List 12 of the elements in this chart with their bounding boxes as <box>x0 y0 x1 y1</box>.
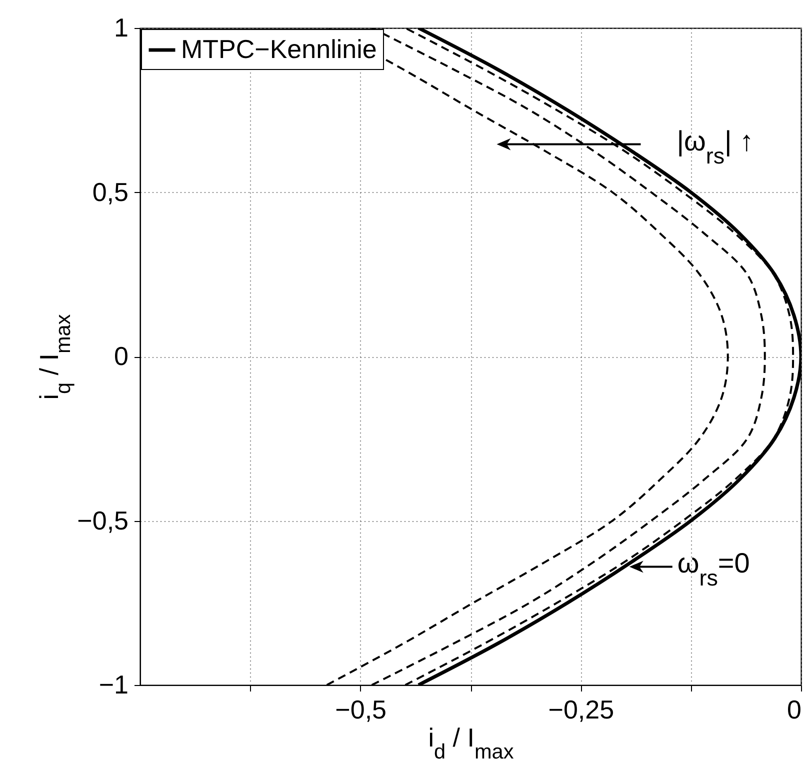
y-tick-label: −1 <box>98 670 128 700</box>
x-axis-title: i$_{d}$ / I$_{max}$ <box>428 722 514 763</box>
y-tick-label: 0 <box>114 341 128 371</box>
x-tick-label: −0,5 <box>335 694 386 724</box>
y-tick-label: −0,5 <box>77 505 128 536</box>
annotation: |ω$_{rs}$| ↑ <box>676 125 754 168</box>
y-tick-label: 0,5 <box>92 176 128 207</box>
y-tick-label: 1 <box>114 12 128 42</box>
x-tick-label: 0 <box>787 694 802 724</box>
annotation: ω$_{rs}$=0 <box>677 548 750 590</box>
x-tick-label: −0,25 <box>548 694 614 724</box>
legend-label: MTPC−Kennlinie <box>181 34 377 64</box>
